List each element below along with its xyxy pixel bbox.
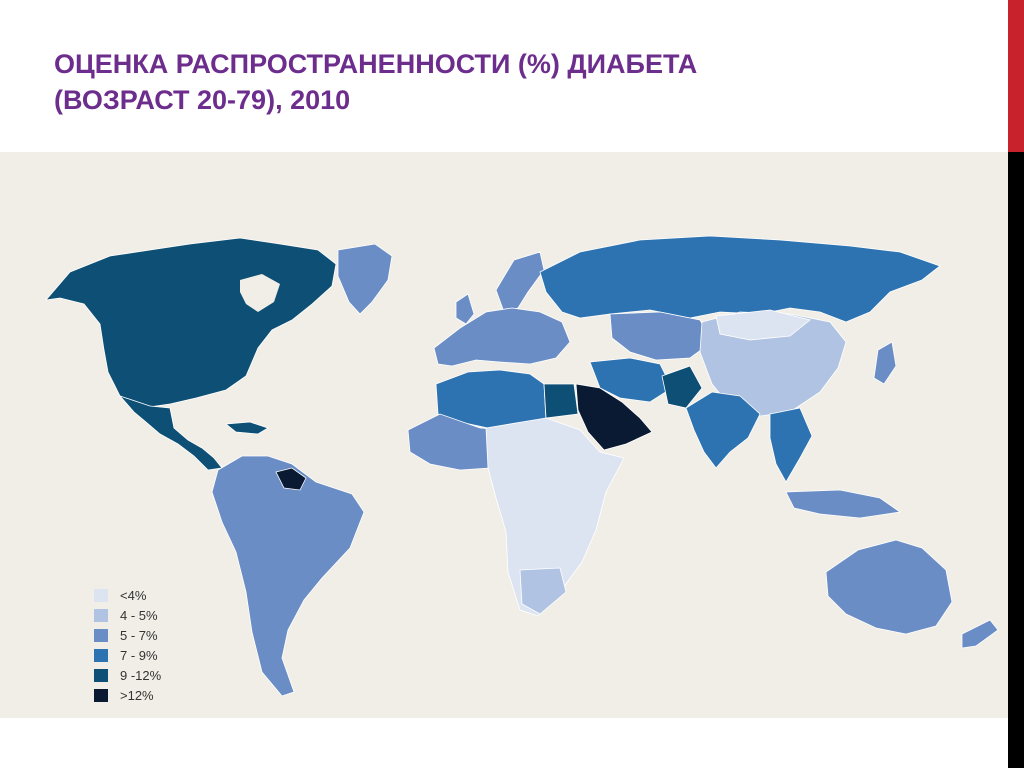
pakistan-region: [661, 365, 703, 409]
legend-swatch: [94, 588, 108, 602]
title-line-2: (ВОЗРАСТ 20-79), 2010: [54, 85, 351, 115]
legend-item: <4%: [94, 585, 161, 605]
accent-bar-black: [1008, 152, 1024, 768]
legend-swatch: [94, 668, 108, 682]
legend-swatch: [94, 628, 108, 642]
legend-item: >12%: [94, 685, 161, 705]
legend-label: 4 - 5%: [120, 607, 158, 623]
caribbean-region: [224, 421, 269, 435]
china-region: [699, 311, 847, 417]
new-zealand-region: [961, 619, 999, 649]
legend-swatch: [94, 648, 108, 662]
legend-swatch: [94, 608, 108, 622]
world-map: [45, 235, 999, 697]
legend-item: 5 - 7%: [94, 625, 161, 645]
legend-label: 7 - 9%: [120, 647, 158, 663]
legend-label: <4%: [120, 587, 147, 603]
uk-region: [455, 293, 475, 325]
guyana-region: [275, 467, 307, 491]
legend-label: >12%: [120, 687, 154, 703]
sub-saharan-africa-region: [485, 417, 625, 617]
southern-africa-region: [519, 567, 567, 615]
scandinavia-region: [495, 251, 545, 313]
egypt-region: [543, 383, 579, 419]
legend-label: 5 - 7%: [120, 627, 158, 643]
slide-title: ОЦЕНКА РАСПРОСТРАНЕННОСТИ (%) ДИАБЕТА (В…: [54, 46, 954, 118]
japan-region: [873, 341, 897, 385]
legend-item: 9 -12%: [94, 665, 161, 685]
western-europe-region: [433, 307, 571, 367]
title-line-1: ОЦЕНКА РАСПРОСТРАНЕННОСТИ (%) ДИАБЕТА: [54, 49, 698, 79]
legend-swatch: [94, 688, 108, 702]
india-region: [685, 391, 761, 469]
saudi-arabia-region: [575, 383, 653, 451]
hudson-bay: [240, 274, 280, 312]
southeast-asia-region: [769, 407, 813, 483]
central-asia-region: [609, 311, 713, 361]
accent-bar-red: [1008, 0, 1024, 152]
legend-item: 4 - 5%: [94, 605, 161, 625]
australia-region: [825, 539, 953, 635]
indonesia-region: [785, 489, 902, 519]
russia-region: [539, 235, 941, 323]
legend-label: 9 -12%: [120, 667, 162, 683]
map-legend: <4% 4 - 5% 5 - 7% 7 - 9% 9 -12% >12%: [94, 585, 161, 705]
mongolia-region: [715, 309, 811, 341]
world-map-panel: [0, 152, 1008, 718]
north-america-region: [45, 237, 337, 409]
greenland-region: [337, 243, 393, 315]
central-america-region: [118, 395, 223, 471]
south-america-region: [211, 455, 365, 697]
legend-item: 7 - 9%: [94, 645, 161, 665]
